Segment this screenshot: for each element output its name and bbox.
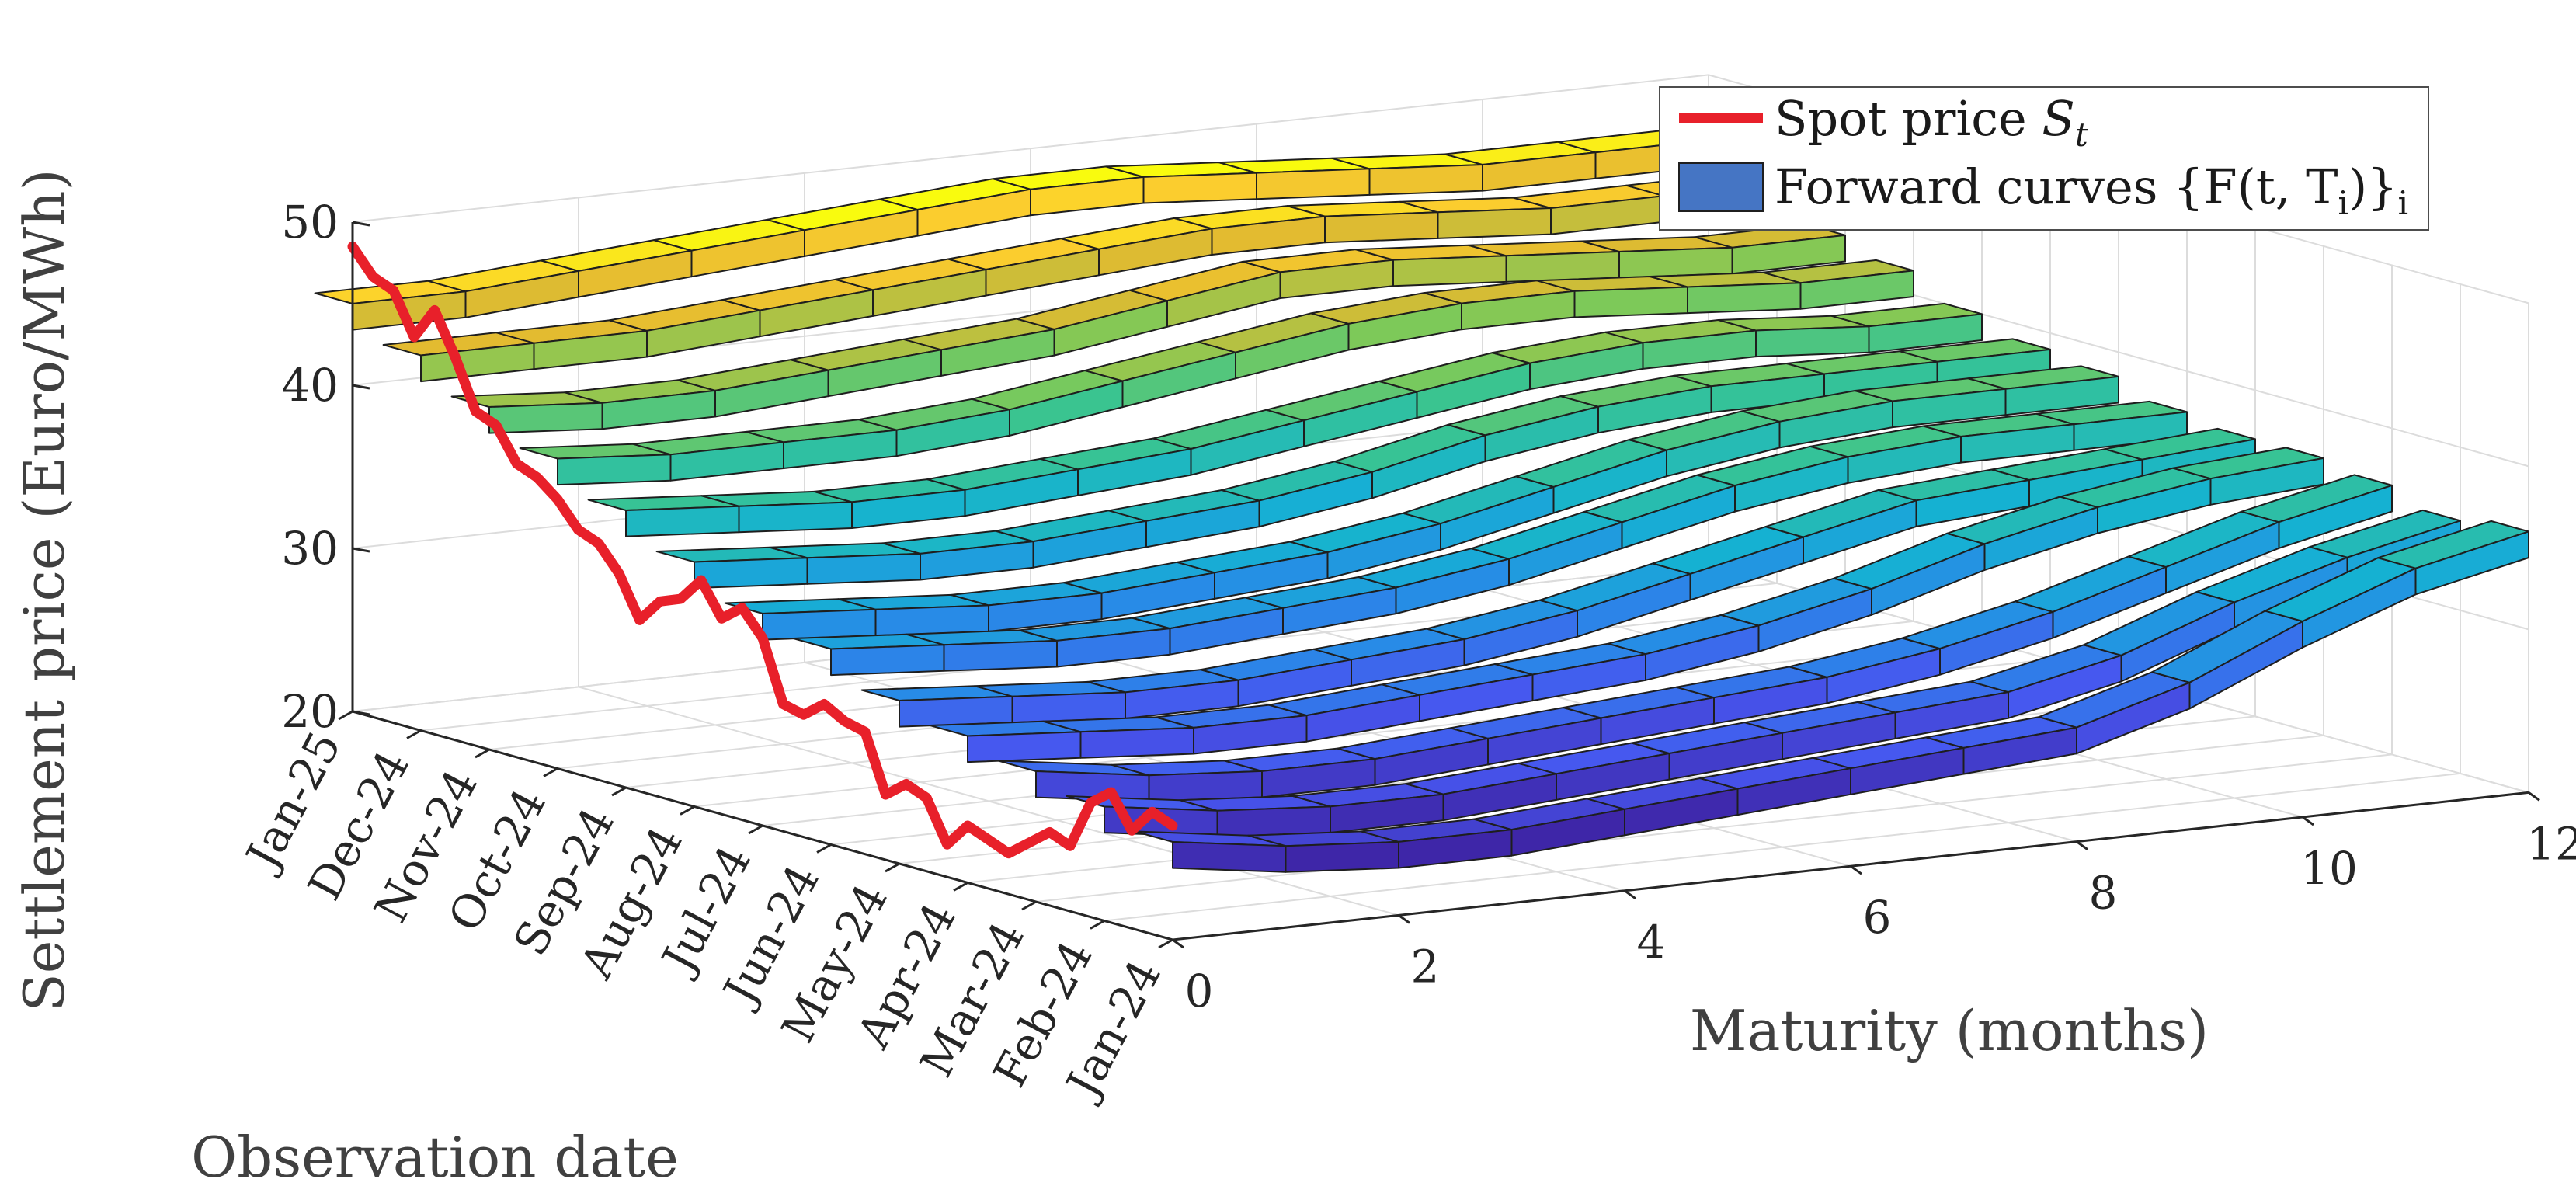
y-axis-label: Observation date xyxy=(191,1125,679,1190)
z-tick-mark-0 xyxy=(352,710,370,716)
forward-patch-front-2-11 xyxy=(2278,484,2393,549)
forward-patch-front-10-11 xyxy=(1731,234,1846,275)
surface-layer xyxy=(314,128,2529,873)
x-tick-4: 4 xyxy=(1637,916,1666,969)
z-tick-20: 20 xyxy=(281,685,339,738)
forward-patch-front-11-8 xyxy=(1324,211,1439,244)
date-tick-mark-1 xyxy=(1090,920,1105,930)
forward-patch-front-10-0 xyxy=(488,402,603,434)
z-tick-50: 50 xyxy=(281,196,339,249)
forward-patch-front-12-7 xyxy=(1142,172,1257,204)
forward-curve-Feb-24 xyxy=(1066,509,2461,838)
forward-curve-Aug-24 xyxy=(655,338,2051,590)
date-tick-mark-8 xyxy=(611,786,627,797)
x-tick-mark-1 xyxy=(1398,914,1410,924)
date-tick-mark-2 xyxy=(1021,900,1037,911)
forward-patch-front-10-8 xyxy=(1392,255,1507,287)
spot-price-line xyxy=(347,242,1178,859)
legend-forward-swatch xyxy=(1678,162,1764,212)
date-tick-mark-5 xyxy=(816,843,832,854)
forward-curve-Jul-24 xyxy=(724,365,2119,641)
x-tick-0: 0 xyxy=(1185,965,1214,1017)
forward-patch-front-4-0 xyxy=(899,695,1013,728)
date-tick-mark-12 xyxy=(338,710,353,721)
x-axis-label: Maturity (months) xyxy=(1690,998,2209,1063)
forward-patch-front-7-1 xyxy=(806,552,921,585)
forward-curve-Sep-24 xyxy=(587,302,1983,537)
x-tick-6: 6 xyxy=(1863,891,1892,944)
z-tick-mark-1 xyxy=(352,547,370,553)
forward-patch-front-12-9 xyxy=(1368,164,1483,196)
x-tick-mark-3 xyxy=(1850,864,1862,875)
x-tick-mark-4 xyxy=(2076,840,2088,850)
forward-patch-front-3-0 xyxy=(967,731,1082,763)
x-tick-mark-0 xyxy=(1172,938,1184,949)
x-tick-mark-6 xyxy=(2528,791,2540,802)
date-tick-mark-9 xyxy=(543,767,558,777)
grid-floor-m-1 xyxy=(578,686,1399,917)
forward-patch-front-0-11 xyxy=(2414,530,2529,596)
forward-patch-front-1-1 xyxy=(1216,805,1331,838)
legend-spot-label: Spot price St xyxy=(1775,90,2088,154)
x-tick-2: 2 xyxy=(1411,940,1440,993)
x-tick-12: 12 xyxy=(2526,817,2576,870)
forward-patch-front-10-9 xyxy=(1505,251,1620,283)
forward-patch-front-8-11 xyxy=(1868,313,1983,353)
forward-patch-front-9-9 xyxy=(1573,286,1688,318)
forward-patch-front-9-11 xyxy=(1799,270,1914,310)
forward-patch-front-3-1 xyxy=(1079,726,1194,759)
forward-curve-Oct-24 xyxy=(519,259,1914,486)
date-tick-mark-6 xyxy=(748,824,763,835)
forward-patch-front-12-8 xyxy=(1256,168,1371,200)
x-tick-mark-5 xyxy=(2302,816,2314,826)
z-tick-mark-3 xyxy=(352,221,370,227)
x-tick-8: 8 xyxy=(2089,867,2118,920)
forward-patch-front-5-1 xyxy=(943,639,1058,672)
forward-patch-front-9-0 xyxy=(557,454,672,486)
forward-patch-front-11-9 xyxy=(1437,207,1552,239)
forward-patch-front-7-0 xyxy=(694,557,808,590)
forward-patch-front-8-1 xyxy=(738,501,853,534)
legend: Spot price St Forward curves {F(t, Ti)}i xyxy=(1659,86,2429,231)
x-tick-mark-2 xyxy=(1624,889,1636,900)
spot-layer xyxy=(347,242,1178,859)
forward-curve-Jan-24 xyxy=(1134,520,2529,873)
x-tick-10: 10 xyxy=(2300,842,2358,895)
date-tick-mark-3 xyxy=(953,882,968,892)
forward-patch-front-8-10 xyxy=(1755,325,1870,358)
forward-curve-May-24 xyxy=(860,427,2256,728)
z-tick-mark-2 xyxy=(352,384,370,390)
forward-patch-front-9-10 xyxy=(1687,282,1802,315)
forward-curve-Mar-24 xyxy=(997,474,2393,802)
date-tick-mark-10 xyxy=(475,748,490,759)
forward-curve-Jan-25 xyxy=(314,128,1709,331)
forward-patch-front-6-0 xyxy=(762,608,877,641)
forward-curve-Nov-24 xyxy=(450,224,1846,434)
legend-box xyxy=(1659,86,2429,231)
date-tick-mark-11 xyxy=(406,729,422,739)
date-tick-mark-7 xyxy=(680,805,695,816)
forward-patch-front-5-0 xyxy=(830,644,945,677)
forward-patch-front-0-0 xyxy=(1172,841,1287,873)
forward-patch-front-8-0 xyxy=(625,505,740,537)
forward-patch-front-6-1 xyxy=(874,604,989,637)
forward-curve-Dec-24 xyxy=(382,172,1778,383)
forward-patch-front-2-1 xyxy=(1148,770,1263,802)
legend-forward-label: Forward curves {F(t, Ti)}i xyxy=(1775,158,2408,222)
forward-curve-Apr-24 xyxy=(929,447,2324,763)
forward-patch-front-6-11 xyxy=(2004,375,2119,416)
date-tick-mark-0 xyxy=(1158,938,1173,949)
forward-patch-front-0-1 xyxy=(1285,840,1399,873)
date-tick-mark-4 xyxy=(885,862,900,873)
forward-patch-front-4-1 xyxy=(1011,691,1126,724)
forward-patch-front-10-10 xyxy=(1618,246,1733,279)
z-tick-30: 30 xyxy=(281,522,339,575)
z-tick-40: 40 xyxy=(281,359,339,412)
forward-curve-Jun-24 xyxy=(792,400,2188,677)
z-axis-label: Settlement price (Euro/MWh) xyxy=(12,169,77,1011)
